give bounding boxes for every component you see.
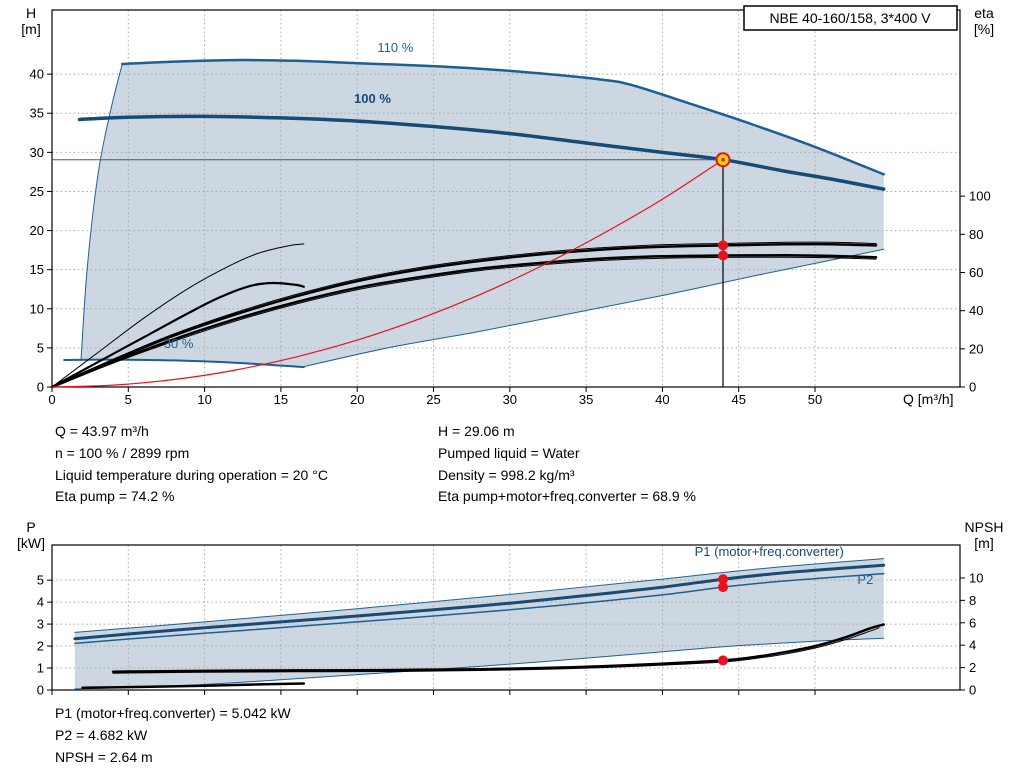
eta-arc-thin [51, 243, 305, 388]
eta-mid-curve [50, 281, 305, 389]
x-tick-label: 50 [808, 392, 822, 407]
eta-total-point [718, 250, 729, 261]
speed-curve-100 [77, 114, 886, 191]
eta-pump-curve [50, 242, 878, 389]
y-tick-label: 10 [30, 301, 44, 316]
y-axis-symbol: H [26, 5, 36, 21]
duty-point-center [721, 157, 725, 162]
x-axis-label: Q [m³/h] [903, 391, 954, 407]
p1-curve [73, 563, 886, 641]
envelope-min-edge [303, 248, 885, 368]
eta-total-curve [50, 254, 878, 389]
y-tick-label: 5 [37, 573, 44, 588]
y-tick-label: 15 [30, 262, 44, 277]
y-tick-label: 35 [30, 106, 44, 121]
x-tick-label: 40 [655, 392, 669, 407]
p2-point [718, 582, 729, 593]
p2-curve [74, 572, 885, 645]
plot-frame [51, 9, 961, 388]
x-tick-label: 20 [350, 392, 364, 407]
y-tick-label: 1 [37, 661, 44, 676]
y2-tick-label: 0 [969, 683, 976, 698]
npsh-curve [111, 623, 885, 673]
power-npsh-chart: 0 1 2 3 4 5 0 2 4 6 8 10 P1 (motor+freq.converter) P2… [17, 520, 1004, 698]
p2-curve-label: P2 [857, 572, 873, 587]
npsh-thin-curve [112, 627, 880, 674]
info-density: Density = 998.2 kg/m³ [438, 466, 575, 483]
npsh-point [718, 655, 729, 666]
info-p2: P2 = 4.682 kW [55, 726, 148, 743]
info-speed: n = 100 % / 2899 rpm [55, 444, 190, 461]
info-p1: P1 (motor+freq.converter) = 5.042 kW [55, 705, 291, 721]
duty-info-left-column: Q = 43.97 m³/h n = 100 % / 2899 rpm Liqu… [55, 421, 328, 508]
x-tick-label: 30 [503, 392, 517, 407]
speed-curve-30-label: 30 % [164, 336, 194, 351]
y2-tick-label: 6 [969, 615, 976, 630]
y2-axis-unit: [m] [974, 535, 993, 551]
power-band-bottom [74, 637, 885, 690]
info-head: H = 29.06 m [438, 423, 515, 439]
info-flow: Q = 43.97 m³/h [55, 423, 149, 439]
y2-axis-symbol: eta [974, 5, 994, 21]
y2-tick-label: 10 [969, 570, 983, 585]
y-tick-label: 30 [30, 145, 44, 160]
eta-total-thin [51, 256, 877, 388]
y-tick-label: 40 [30, 67, 44, 82]
x-tick-label: 15 [274, 392, 288, 407]
y2-tick-label: 100 [969, 189, 991, 204]
speed-curve-110 [120, 58, 885, 176]
y-tick-label: 3 [37, 617, 44, 632]
eta-pump-point [718, 240, 729, 251]
info-npsh: NPSH = 2.64 m [55, 748, 153, 765]
pump-title-box [743, 5, 958, 31]
y-tick-label: 25 [30, 184, 44, 199]
info-temperature: Liquid temperature during operation = 20… [55, 466, 328, 483]
y-axis-unit: [m] [21, 21, 40, 37]
operating-envelope [74, 558, 884, 689]
x-tick-label: 25 [426, 392, 440, 407]
x-tick-label: 0 [48, 392, 55, 407]
y-tick-label: 20 [30, 223, 44, 238]
p1-point [718, 574, 729, 585]
plot-frame [51, 544, 961, 691]
y-axis-unit: [kW] [17, 535, 45, 551]
y2-tick-label: 8 [969, 593, 976, 608]
y2-tick-label: 80 [969, 227, 983, 242]
y-tick-label: 4 [37, 595, 44, 610]
info-eta-total: Eta pump+motor+freq.converter = 68.9 % [438, 488, 696, 505]
power-band-top [74, 558, 885, 633]
pump-title: NBE 40-160/158, 3*400 V [769, 10, 931, 26]
info-liquid: Pumped liquid = Water [438, 444, 580, 461]
operating-envelope [81, 60, 884, 367]
y-tick-label: 5 [37, 340, 44, 355]
y2-tick-label: 0 [969, 380, 976, 395]
y2-tick-label: 4 [969, 638, 976, 653]
y-axis-symbol: P [26, 520, 35, 535]
x-tick-label: 10 [197, 392, 211, 407]
y2-axis-unit: [%] [974, 21, 994, 37]
x-tick-label: 5 [125, 392, 132, 407]
y2-tick-label: 20 [969, 341, 983, 356]
y2-tick-label: 40 [969, 303, 983, 318]
info-eta-pump: Eta pump = 74.2 % [55, 488, 175, 505]
y2-tick-label: 60 [969, 265, 983, 280]
speed-curve-110-label: 110 % [377, 40, 413, 55]
y2-axis-symbol: NPSH [965, 520, 1004, 535]
duty-info-right-column: H = 29.06 m Pumped liquid = Water Densit… [438, 421, 696, 508]
system-curve [51, 159, 724, 388]
y-tick-label: 2 [37, 639, 44, 654]
x-tick-label: 45 [731, 392, 745, 407]
hq-chart: 0 5 10 15 20 25 30 35 40 45 50 0 5 10 15 20 25 30 35 40 0 20 4… [21, 5, 994, 407]
p1-curve-label: P1 (motor+freq.converter) [695, 544, 844, 559]
y-tick-label: 0 [37, 380, 44, 395]
speed-curve-100-label: 100 % [354, 91, 391, 106]
eta-pump-thin [51, 241, 877, 388]
npsh-low-curve [81, 682, 306, 690]
x-tick-label: 35 [579, 392, 593, 407]
y2-tick-label: 2 [969, 660, 976, 675]
y-tick-label: 0 [37, 683, 44, 698]
envelope-left-edge [80, 63, 123, 361]
